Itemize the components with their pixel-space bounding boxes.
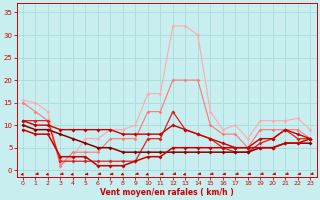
- X-axis label: Vent moyen/en rafales ( km/h ): Vent moyen/en rafales ( km/h ): [100, 188, 234, 197]
